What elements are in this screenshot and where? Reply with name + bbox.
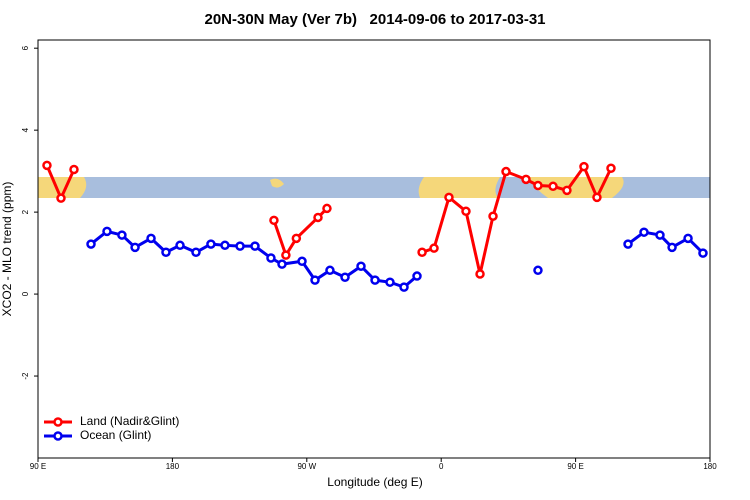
point	[322, 203, 332, 214]
point	[297, 256, 307, 267]
x-tick-label: 180	[703, 462, 717, 471]
point	[412, 271, 422, 281]
y-tick-label: 0	[21, 291, 30, 296]
point	[683, 233, 693, 244]
legend-marker	[53, 431, 63, 441]
point	[69, 164, 79, 175]
point	[562, 185, 572, 196]
point	[235, 241, 245, 251]
legend-marker	[53, 417, 63, 427]
point	[475, 269, 485, 279]
point	[146, 233, 156, 244]
point	[667, 242, 677, 253]
y-axis-title: XCO2 - MLO trend (ppm)	[0, 182, 14, 317]
point	[429, 243, 439, 253]
point	[281, 250, 291, 260]
x-tick-label: 90 E	[30, 462, 46, 471]
point	[533, 180, 543, 191]
point	[266, 253, 276, 263]
point	[548, 181, 558, 192]
point	[313, 212, 323, 223]
point	[385, 277, 395, 287]
y-tick-label: 4	[21, 127, 30, 132]
point	[356, 261, 366, 271]
point	[206, 239, 216, 249]
point	[444, 192, 454, 203]
x-tick-label: 90 E	[567, 462, 583, 471]
x-tick-label: 90 W	[297, 462, 316, 471]
point	[269, 215, 279, 226]
legend-label: Ocean (Glint)	[80, 428, 151, 442]
point	[56, 193, 66, 203]
legend-label: Land (Nadir&Glint)	[80, 414, 179, 428]
point	[310, 275, 320, 285]
y-tick-label: 2	[21, 209, 30, 214]
point	[698, 248, 708, 258]
point	[461, 206, 471, 217]
point	[42, 160, 52, 171]
point	[340, 272, 350, 283]
chart-title: 20N-30N May (Ver 7b) 2014-09-06 to 2017-…	[204, 11, 545, 28]
point	[521, 174, 531, 185]
point	[655, 230, 665, 240]
series-line	[90, 229, 705, 289]
point	[130, 242, 140, 253]
point	[501, 166, 511, 177]
map-strip	[38, 177, 710, 198]
point	[606, 163, 616, 174]
point	[399, 282, 409, 292]
x-axis-title: Longitude (deg E)	[327, 475, 422, 489]
point	[86, 239, 96, 249]
point	[250, 241, 260, 251]
x-tick-label: 180	[166, 462, 180, 471]
point	[175, 240, 185, 251]
point	[579, 161, 589, 172]
point	[592, 192, 602, 203]
point	[161, 247, 171, 258]
point	[325, 265, 335, 276]
x-tick-label: 0	[439, 462, 444, 471]
point	[291, 233, 302, 244]
point	[417, 247, 427, 258]
point	[639, 227, 649, 237]
point	[623, 239, 633, 249]
point	[191, 247, 201, 258]
y-tick-label: -2	[21, 372, 30, 380]
point	[533, 265, 543, 276]
point	[488, 211, 498, 221]
y-tick-label: 6	[21, 45, 30, 50]
point	[117, 230, 127, 240]
point	[220, 240, 230, 251]
plot-frame	[37, 39, 711, 459]
point	[277, 259, 287, 269]
point	[370, 275, 380, 285]
point	[102, 226, 112, 237]
